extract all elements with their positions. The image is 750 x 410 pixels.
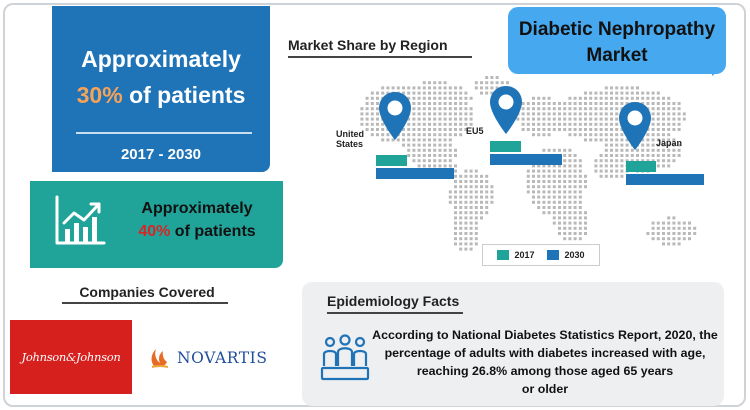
legend-swatch <box>547 250 560 261</box>
market-share-title: Market Share by Region <box>288 37 448 53</box>
companies-underline <box>62 302 228 304</box>
epidemiology-title: Epidemiology Facts <box>327 293 460 309</box>
title-bubble: Diabetic Nephropathy Market <box>508 7 726 74</box>
johnson-johnson-logo: Johnson&Johnson <box>10 320 132 394</box>
region-label-line: United <box>336 129 364 139</box>
companies-title: Companies Covered <box>79 284 215 300</box>
novartis-logo: NOVARTIS <box>148 344 268 372</box>
location-pin-icon <box>379 92 411 140</box>
market-share-underline <box>288 56 472 58</box>
stat-card-blue: Approximately 30% of patients 2017 - 203… <box>52 6 270 172</box>
region-label-eu5: EU5 <box>466 126 484 136</box>
people-group-icon <box>320 334 370 381</box>
stat-teal-value: 40% of patients <box>114 223 280 241</box>
region-label-us: United States <box>336 129 364 149</box>
world-map-dots <box>360 76 697 251</box>
epidemiology-underline <box>327 312 463 314</box>
stat-blue-divider <box>76 132 252 134</box>
legend-item-2017: 2017 <box>497 249 535 261</box>
legend-label: 2017 <box>514 249 535 260</box>
stat-blue-years: 2017 - 2030 <box>120 146 202 163</box>
stat-blue-suffix: of patients <box>122 82 246 108</box>
stat-teal-prefix: Approximately <box>141 200 253 217</box>
legend-item-2030: 2030 <box>547 249 585 261</box>
epidemiology-line: According to National Diabetes Statistic… <box>372 328 718 342</box>
stat-teal-percent: 40% <box>138 223 171 240</box>
infographic-frame <box>3 3 746 407</box>
stat-blue-value: 30% of patients <box>52 82 270 109</box>
novartis-wordmark: NOVARTIS <box>177 349 268 367</box>
stat-card-teal: Approximately 40% of patients <box>30 181 283 268</box>
location-pin-icon <box>490 86 522 134</box>
growth-chart-icon <box>55 195 106 245</box>
stat-blue-prefix: Approximately <box>81 46 241 72</box>
region-label-japan: Japan <box>656 138 683 148</box>
region-label-line: States <box>336 139 364 149</box>
novartis-flame-icon <box>151 349 169 368</box>
epidemiology-text: According to National Diabetes Statistic… <box>368 326 722 398</box>
epidemiology-line: reaching 26.8% among those aged 65 years <box>416 364 674 378</box>
page-title-line2: Market <box>586 45 648 66</box>
bar-eu5-2030 <box>490 154 562 165</box>
legend-swatch <box>497 250 510 261</box>
bar-japan-2017 <box>626 161 656 172</box>
speech-bubble-tail <box>712 66 726 76</box>
location-pin-icon <box>619 102 651 150</box>
bar-eu5-2017 <box>490 141 521 152</box>
legend-label: 2030 <box>564 249 585 260</box>
page-title-line1: Diabetic Nephropathy <box>518 19 716 40</box>
chart-legend: 2017 2030 <box>482 244 600 266</box>
stat-teal-suffix: of patients <box>170 223 256 240</box>
bar-us-2030 <box>376 168 454 179</box>
bar-us-2017 <box>376 155 407 166</box>
epidemiology-line: percentage of adults with diabetes incre… <box>384 346 706 360</box>
bar-japan-2030 <box>626 174 704 185</box>
epidemiology-panel: Epidemiology Facts According to National… <box>302 282 724 406</box>
epidemiology-line: or older <box>521 382 569 396</box>
stat-blue-percent: 30% <box>76 82 123 108</box>
johnson-johnson-wordmark: Johnson&Johnson <box>21 350 121 364</box>
